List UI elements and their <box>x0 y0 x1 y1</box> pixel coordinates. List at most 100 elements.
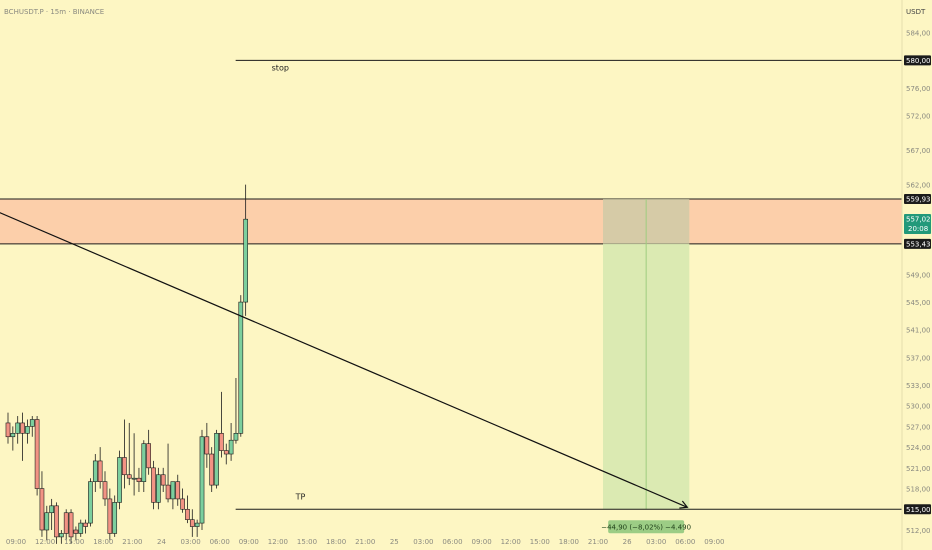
candle-body-down <box>151 467 156 503</box>
time-tick: 26 <box>623 538 632 546</box>
candle-body-down <box>136 477 142 482</box>
candle <box>194 519 200 537</box>
candle-body-down <box>34 419 40 489</box>
price-tick: 549,00 <box>906 271 931 279</box>
candle <box>243 184 248 316</box>
candle-body-up <box>156 474 161 503</box>
time-tick: 21:00 <box>588 538 608 546</box>
price-tick: 527,00 <box>906 423 931 431</box>
position-result-label: −44,90 (−8,02%) −4.490 <box>601 520 691 534</box>
candle-body-down <box>185 508 190 520</box>
candle <box>15 416 21 444</box>
time-tick: 25 <box>390 538 399 546</box>
price-axis[interactable]: 584,00 576,00 572,00 567,00 562,00 549,00 545,… <box>906 30 931 535</box>
time-tick: 03:00 <box>181 538 201 546</box>
candle-body-up <box>141 443 147 482</box>
candle <box>39 471 45 537</box>
candle-body-down <box>83 522 88 527</box>
price-tick: 545,00 <box>906 299 931 307</box>
svg-text:559,93: 559,93 <box>906 195 931 203</box>
price-tick: 533,00 <box>906 382 931 390</box>
candle-body-up <box>15 422 21 434</box>
price-tick: 541,00 <box>906 327 931 335</box>
price-tick: 537,00 <box>906 354 931 362</box>
candle-body-up <box>117 457 122 503</box>
candle-body-up <box>92 460 98 482</box>
tp-price-marker: 515,00 <box>904 504 931 515</box>
candle <box>141 440 147 493</box>
svg-text:20:08: 20:08 <box>908 225 928 233</box>
candle-body-down <box>68 512 74 538</box>
time-axis[interactable]: 09:00 12:00 15:00 18:00 21:00 24 03:00 06:00 09:… <box>6 538 725 546</box>
time-tick: 09:00 <box>704 538 724 546</box>
candle-body-down <box>204 436 210 455</box>
currency-label: USDT <box>906 8 926 16</box>
candles-group <box>5 184 248 544</box>
supply-zone[interactable] <box>0 198 902 244</box>
candle <box>20 412 25 461</box>
svg-text:−44,90 (−8,02%) −4.490: −44,90 (−8,02%) −4.490 <box>601 523 691 531</box>
candle-body-up <box>88 481 93 524</box>
time-tick: 12:00 <box>35 538 55 546</box>
price-tick: 572,00 <box>906 113 931 121</box>
candle-body-up <box>170 481 176 500</box>
candle-body-up <box>25 426 30 434</box>
candle <box>102 471 108 506</box>
candle <box>107 488 113 541</box>
candle-body-down <box>165 484 171 500</box>
projection-arrow-line[interactable] <box>0 212 688 508</box>
candle <box>97 447 103 489</box>
time-tick: 06:00 <box>675 538 695 546</box>
candle <box>170 481 176 510</box>
candle-body-up <box>29 419 35 427</box>
candle <box>189 509 195 537</box>
candle <box>175 474 181 506</box>
time-tick: 21:00 <box>122 538 142 546</box>
time-tick: 03:00 <box>646 538 666 546</box>
price-tick: 567,00 <box>906 147 931 155</box>
svg-text:515,00: 515,00 <box>906 506 931 514</box>
candle-body-up <box>78 522 84 534</box>
candle-body-up <box>59 533 64 538</box>
candle-body-down <box>63 512 69 534</box>
time-tick: 03:00 <box>413 538 433 546</box>
price-tick: 576,00 <box>906 85 931 93</box>
symbol-label: BCHUSDT.P · 15m · BINANCE <box>4 8 104 16</box>
candle <box>136 467 142 493</box>
candle-body-up <box>228 439 234 455</box>
candle-body-up <box>233 433 239 441</box>
time-tick: 09:00 <box>6 538 26 546</box>
time-tick: 06:00 <box>442 538 462 546</box>
candle <box>25 419 30 444</box>
candle-body-down <box>189 519 195 527</box>
candle <box>49 498 54 530</box>
price-tick: 562,00 <box>906 182 931 190</box>
svg-text:580,00: 580,00 <box>906 57 931 65</box>
time-tick: 18:00 <box>93 538 113 546</box>
candle-body-up <box>49 505 54 514</box>
candle <box>5 412 11 444</box>
candle-body-down <box>122 457 127 476</box>
svg-text:553,43: 553,43 <box>906 240 931 248</box>
candle-body-down <box>126 474 132 479</box>
zone-top-price-marker: 559,93 <box>904 193 931 204</box>
time-tick: 06:00 <box>210 538 230 546</box>
candle-body-up <box>199 436 205 524</box>
price-tick: 530,00 <box>906 403 931 411</box>
price-tick: 518,00 <box>906 486 931 494</box>
projection-arrow-head <box>679 500 689 509</box>
candle-body-down <box>73 529 79 534</box>
candle-body-down <box>107 498 113 534</box>
time-tick: 24 <box>157 538 166 546</box>
time-tick: 12:00 <box>268 538 288 546</box>
stop-price-marker: 580,00 <box>904 55 931 66</box>
zone-bottom-price-marker: 553,43 <box>904 238 931 249</box>
candle-body-down <box>102 481 108 500</box>
candle-body-down <box>175 481 181 500</box>
candle <box>233 378 239 444</box>
